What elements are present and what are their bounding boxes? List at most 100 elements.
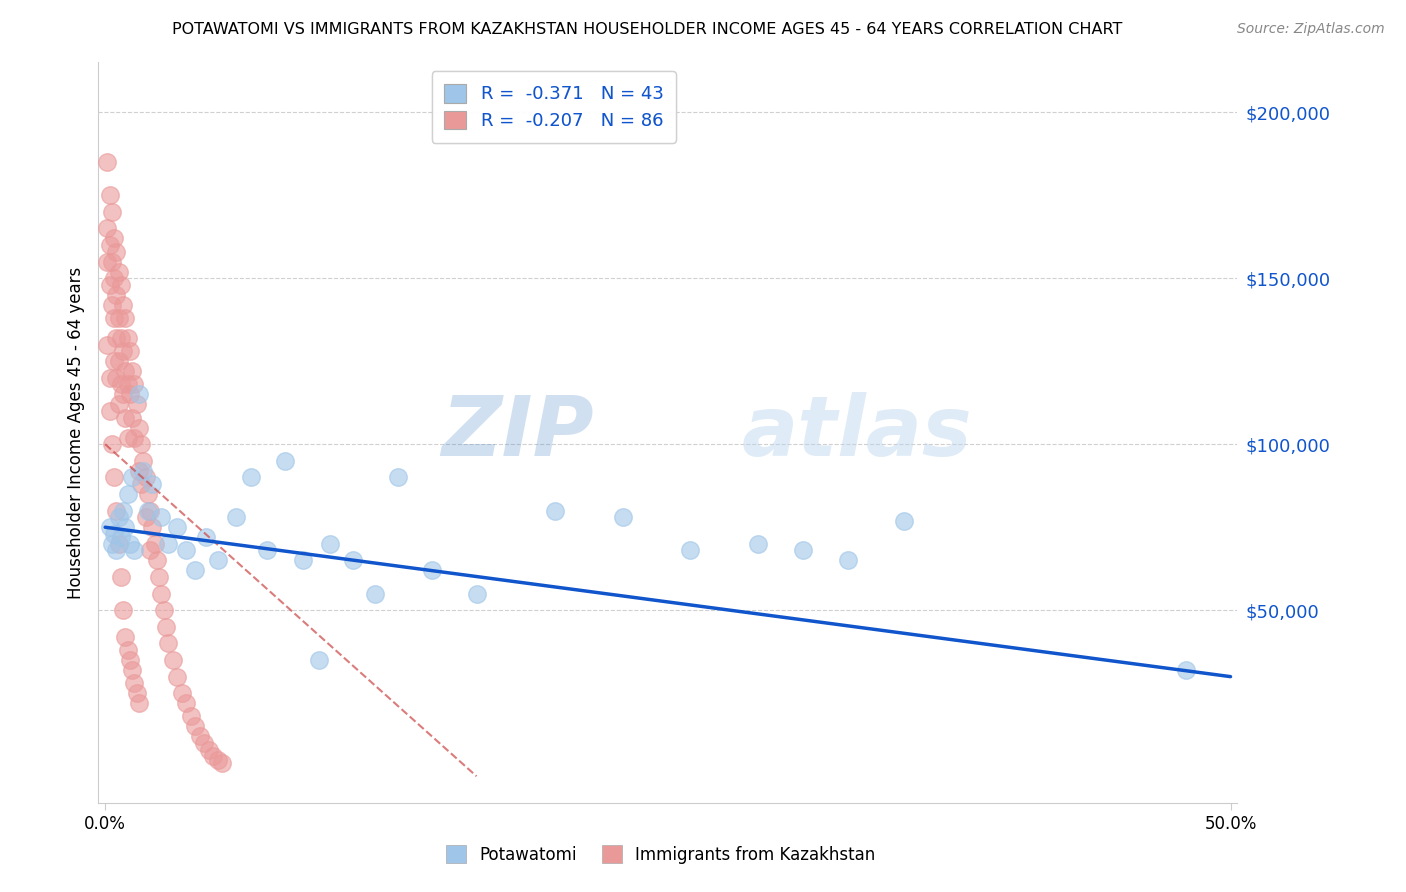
Point — [105, 543, 128, 558]
Point — [128, 696, 150, 710]
Point — [103, 527, 125, 541]
Point — [96, 155, 118, 169]
Point — [103, 470, 125, 484]
Point — [150, 510, 173, 524]
Point — [112, 298, 135, 312]
Point — [105, 288, 128, 302]
Point — [143, 537, 166, 551]
Point — [103, 231, 125, 245]
Point — [544, 503, 567, 517]
Point — [112, 603, 135, 617]
Point — [342, 553, 364, 567]
Point — [612, 510, 634, 524]
Point — [112, 503, 135, 517]
Point — [207, 553, 229, 567]
Point — [211, 756, 233, 770]
Point — [107, 510, 129, 524]
Legend: Potawatomi, Immigrants from Kazakhstan: Potawatomi, Immigrants from Kazakhstan — [440, 838, 882, 871]
Point — [112, 387, 135, 401]
Point — [170, 686, 193, 700]
Point — [837, 553, 859, 567]
Point — [207, 753, 229, 767]
Point — [117, 643, 139, 657]
Point — [202, 749, 225, 764]
Point — [157, 537, 180, 551]
Point — [155, 620, 177, 634]
Text: Source: ZipAtlas.com: Source: ZipAtlas.com — [1237, 22, 1385, 37]
Point — [110, 377, 132, 392]
Point — [98, 404, 121, 418]
Point — [792, 543, 814, 558]
Point — [197, 742, 219, 756]
Point — [118, 537, 141, 551]
Point — [1174, 663, 1197, 677]
Point — [157, 636, 180, 650]
Point — [152, 603, 174, 617]
Point — [105, 503, 128, 517]
Point — [98, 188, 121, 202]
Point — [129, 477, 152, 491]
Point — [101, 537, 124, 551]
Point — [121, 663, 143, 677]
Point — [105, 244, 128, 259]
Point — [117, 487, 139, 501]
Point — [135, 510, 157, 524]
Point — [420, 563, 443, 577]
Point — [387, 470, 409, 484]
Point — [184, 563, 207, 577]
Point — [364, 587, 387, 601]
Point — [188, 730, 211, 744]
Point — [121, 364, 143, 378]
Point — [103, 311, 125, 326]
Point — [124, 676, 146, 690]
Point — [319, 537, 342, 551]
Point — [114, 410, 136, 425]
Point — [308, 653, 330, 667]
Point — [118, 653, 141, 667]
Point — [166, 670, 188, 684]
Legend: R =  -0.371   N = 43, R =  -0.207   N = 86: R = -0.371 N = 43, R = -0.207 N = 86 — [432, 71, 676, 143]
Point — [98, 238, 121, 252]
Point — [101, 254, 124, 268]
Point — [136, 503, 159, 517]
Point — [274, 454, 297, 468]
Point — [110, 570, 132, 584]
Point — [98, 371, 121, 385]
Point — [101, 437, 124, 451]
Text: POTAWATOMI VS IMMIGRANTS FROM KAZAKHSTAN HOUSEHOLDER INCOME AGES 45 - 64 YEARS C: POTAWATOMI VS IMMIGRANTS FROM KAZAKHSTAN… — [172, 22, 1122, 37]
Point — [125, 397, 148, 411]
Point — [679, 543, 702, 558]
Point — [125, 686, 148, 700]
Point — [107, 537, 129, 551]
Point — [103, 354, 125, 368]
Point — [96, 221, 118, 235]
Point — [101, 298, 124, 312]
Point — [139, 543, 162, 558]
Point — [98, 277, 121, 292]
Point — [128, 387, 150, 401]
Point — [121, 470, 143, 484]
Y-axis label: Householder Income Ages 45 - 64 years: Householder Income Ages 45 - 64 years — [66, 267, 84, 599]
Point — [124, 377, 146, 392]
Point — [107, 354, 129, 368]
Point — [101, 204, 124, 219]
Point — [110, 331, 132, 345]
Point — [107, 311, 129, 326]
Point — [148, 570, 170, 584]
Point — [128, 420, 150, 434]
Text: ZIP: ZIP — [441, 392, 593, 473]
Point — [112, 344, 135, 359]
Point — [107, 264, 129, 278]
Point — [141, 520, 163, 534]
Point — [107, 397, 129, 411]
Point — [193, 736, 215, 750]
Point — [132, 464, 155, 478]
Point — [117, 431, 139, 445]
Point — [110, 277, 132, 292]
Point — [225, 510, 247, 524]
Point — [132, 454, 155, 468]
Point — [135, 470, 157, 484]
Point — [105, 331, 128, 345]
Point — [117, 377, 139, 392]
Point — [114, 630, 136, 644]
